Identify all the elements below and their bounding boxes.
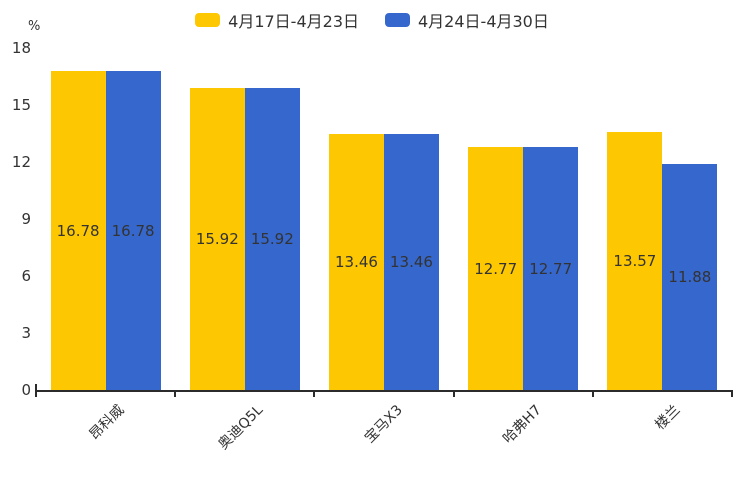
- legend: 4月17日-4月23日 4月24日-4月30日: [0, 8, 744, 32]
- bar-value-label: 12.77: [474, 259, 518, 278]
- bar[interactable]: 16.78: [50, 71, 106, 390]
- bar[interactable]: 16.78: [105, 71, 161, 390]
- bar-value-label: 15.92: [250, 229, 294, 248]
- bar[interactable]: 12.77: [523, 147, 579, 390]
- x-axis-tick: [174, 392, 177, 397]
- y-tick-label: 3: [21, 324, 31, 342]
- y-tick-label: 12: [11, 153, 31, 171]
- legend-swatch-week2: [385, 13, 410, 27]
- x-axis-tick: [35, 392, 37, 397]
- bar[interactable]: 15.92: [244, 87, 300, 390]
- bar[interactable]: 11.88: [662, 164, 718, 390]
- y-tick-label: 6: [21, 267, 31, 285]
- y-tick-label: 15: [11, 96, 31, 114]
- y-tick-label: 9: [21, 210, 31, 228]
- legend-item-week2[interactable]: 4月24日-4月30日: [385, 8, 549, 32]
- bar-value-label: 13.46: [390, 253, 433, 272]
- bar-value-label: 16.78: [56, 221, 100, 240]
- bar[interactable]: 13.57: [607, 132, 663, 390]
- x-category-label: 昂科威: [86, 402, 128, 444]
- y-axis-origin-tick: [35, 384, 37, 390]
- x-axis-tick: [591, 392, 594, 397]
- legend-label-week2: 4月24日-4月30日: [418, 12, 549, 31]
- y-tick-label: 18: [11, 39, 31, 57]
- bar-value-label: 12.77: [529, 259, 573, 278]
- bar-value-label: 15.92: [195, 229, 239, 248]
- legend-item-week1[interactable]: 4月17日-4月23日: [195, 8, 359, 32]
- x-axis-tick: [313, 392, 316, 397]
- x-category-label: 宝马X3: [361, 402, 406, 447]
- x-category-label: 楼兰: [652, 402, 684, 434]
- bar-value-label: 13.46: [335, 253, 378, 272]
- bar-value-label: 11.88: [668, 268, 712, 287]
- x-axis-tick: [452, 392, 455, 397]
- bar[interactable]: 13.46: [384, 134, 439, 390]
- legend-swatch-week1: [195, 13, 221, 27]
- y-axis-unit-label: %: [28, 19, 41, 34]
- x-category-label: 奥迪Q5L: [215, 402, 267, 453]
- legend-label-week1: 4月17日-4月23日: [228, 12, 359, 31]
- bar-value-label: 16.78: [111, 221, 155, 240]
- bar[interactable]: 13.46: [329, 134, 384, 390]
- x-axis-line: [35, 390, 733, 392]
- bar-value-label: 13.57: [613, 252, 657, 271]
- y-tick-label: 0: [21, 381, 31, 399]
- x-axis-tick: [731, 392, 733, 397]
- bar[interactable]: 12.77: [468, 147, 524, 390]
- x-category-label: 哈弗H7: [499, 402, 545, 447]
- bar[interactable]: 15.92: [189, 87, 245, 390]
